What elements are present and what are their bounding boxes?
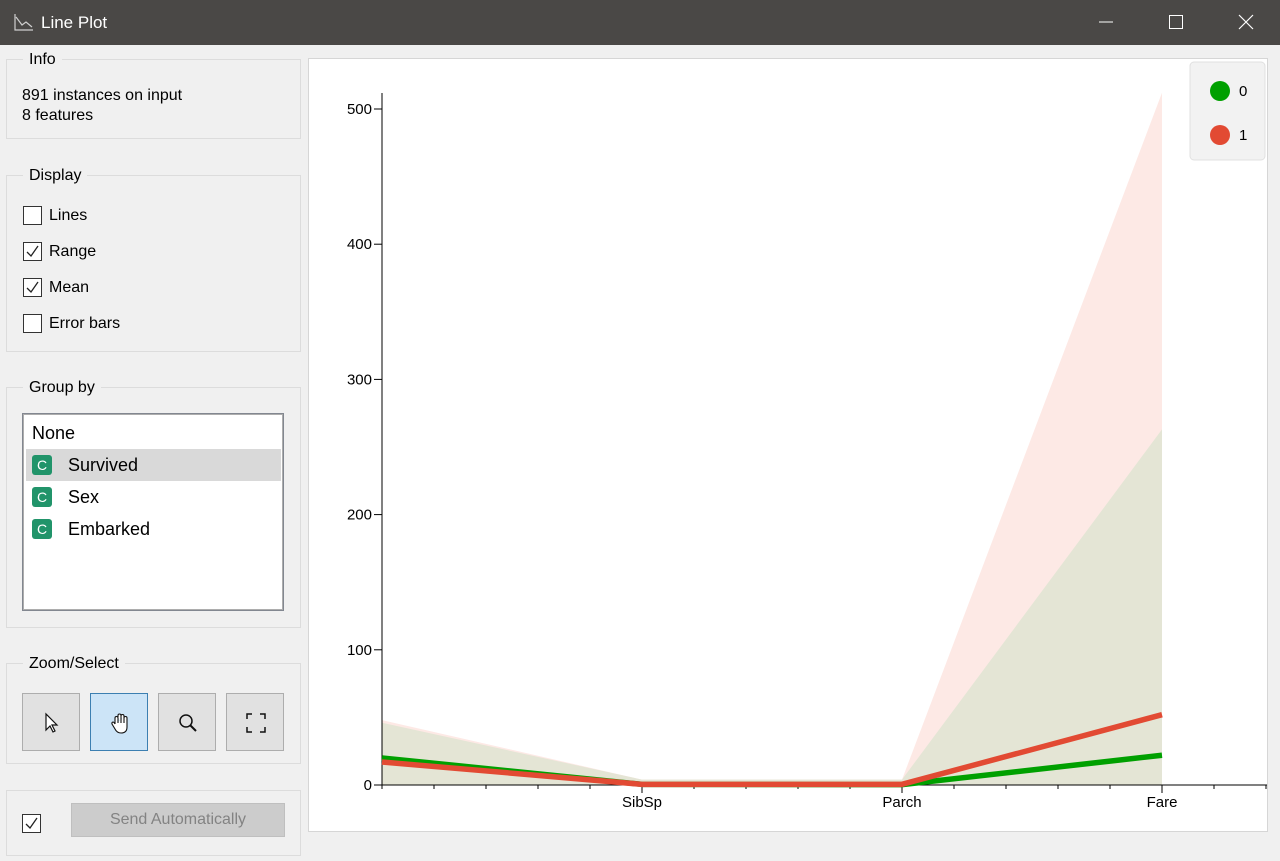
range-checkbox[interactable]: Range	[23, 242, 96, 261]
categorical-icon: C	[32, 455, 52, 475]
group-by-list[interactable]: None C Survived C Sex C Embarked	[22, 413, 284, 611]
list-item-survived[interactable]: C Survived	[26, 449, 281, 481]
line-plot-chart[interactable]: SibSp Parch Fare 0 100 200 300 400 500 0 1	[309, 59, 1267, 831]
x-tick-label: Parch	[882, 794, 921, 811]
zoom-select-group: Zoom/Select	[6, 655, 301, 764]
minimize-button[interactable]	[1071, 0, 1141, 45]
error-bars-checkbox-box[interactable]	[23, 314, 42, 333]
auto-send-checkbox-box[interactable]	[22, 814, 41, 833]
legend-label: 1	[1239, 127, 1247, 144]
mean-line-1	[381, 712, 1163, 788]
group-by-group: Group by None C Survived C Sex C Embarke…	[6, 379, 301, 628]
mean-checkbox-box[interactable]	[23, 278, 42, 297]
y-tick-label: 100	[347, 642, 372, 659]
list-item-none[interactable]: None	[26, 417, 281, 449]
group-by-title: Group by	[23, 379, 101, 397]
send-group: Send Automatically	[6, 790, 301, 856]
categorical-icon: C	[32, 487, 52, 507]
error-bars-checkbox[interactable]: Error bars	[23, 314, 120, 333]
hand-icon	[111, 713, 128, 734]
pointer-icon	[45, 712, 59, 733]
minimize-icon	[1099, 21, 1113, 23]
list-item-label: Survived	[68, 455, 139, 475]
list-item-label: Sex	[68, 487, 100, 507]
checkmark-icon	[26, 281, 39, 294]
maximize-icon	[1169, 15, 1183, 29]
checkmark-icon	[26, 245, 39, 258]
display-group: Display Lines Range Mean Error bars	[6, 167, 301, 352]
range-band-0	[382, 429, 1162, 785]
list-item-sex[interactable]: C Sex	[26, 481, 281, 513]
categorical-icon: C	[32, 519, 52, 539]
fit-icon	[246, 713, 266, 733]
y-tick-label: 200	[347, 507, 372, 524]
range-checkbox-box[interactable]	[23, 242, 42, 261]
zoom-tool-button[interactable]	[158, 693, 216, 751]
lines-label: Lines	[49, 206, 88, 224]
legend-box	[1189, 61, 1266, 161]
error-bars-label: Error bars	[49, 314, 121, 332]
legend-label: 0	[1239, 83, 1247, 100]
mean-checkbox[interactable]: Mean	[23, 278, 89, 297]
auto-send-checkbox[interactable]	[22, 814, 41, 833]
range-label: Range	[49, 242, 97, 260]
magnifier-icon	[179, 714, 197, 732]
line-plot-canvas[interactable]: SibSp Parch Fare 0 100 200 300 400 500 0 1	[308, 58, 1268, 832]
info-group: Info 891 instances on input 8 features	[6, 51, 301, 139]
maximize-button[interactable]	[1141, 0, 1211, 45]
features-text: 8 features	[22, 107, 94, 124]
lines-checkbox[interactable]: Lines	[23, 206, 87, 225]
select-tool-button[interactable]	[22, 693, 80, 751]
send-automatically-button[interactable]: Send Automatically	[71, 803, 285, 837]
close-button[interactable]	[1211, 0, 1280, 45]
y-tick-label: 500	[347, 101, 372, 118]
close-icon	[1238, 14, 1254, 30]
list-item-label: Embarked	[68, 519, 151, 539]
pan-tool-button[interactable]	[90, 693, 148, 751]
display-title: Display	[23, 167, 88, 185]
reset-zoom-button[interactable]	[226, 693, 284, 751]
zoom-select-title: Zoom/Select	[23, 655, 125, 673]
y-tick-label: 0	[364, 777, 372, 794]
x-tick-label: Fare	[1147, 794, 1178, 811]
legend-marker-1	[1210, 125, 1230, 145]
x-tick-label: SibSp	[622, 794, 662, 811]
list-item-embarked[interactable]: C Embarked	[26, 513, 281, 545]
legend-marker-0	[1210, 81, 1230, 101]
lines-checkbox-box[interactable]	[23, 206, 42, 225]
checkmark-icon	[25, 817, 38, 830]
instances-text: 891 instances on input	[22, 87, 183, 104]
info-title: Info	[23, 51, 62, 69]
title-bar: Line Plot	[0, 0, 1280, 45]
list-item-label: None	[32, 423, 76, 443]
line-plot-app-icon	[14, 14, 33, 31]
window-title: Line Plot	[41, 13, 108, 32]
y-tick-label: 300	[347, 371, 372, 388]
range-band-1	[382, 92, 1162, 785]
y-tick-label: 400	[347, 236, 372, 253]
mean-label: Mean	[49, 278, 90, 296]
